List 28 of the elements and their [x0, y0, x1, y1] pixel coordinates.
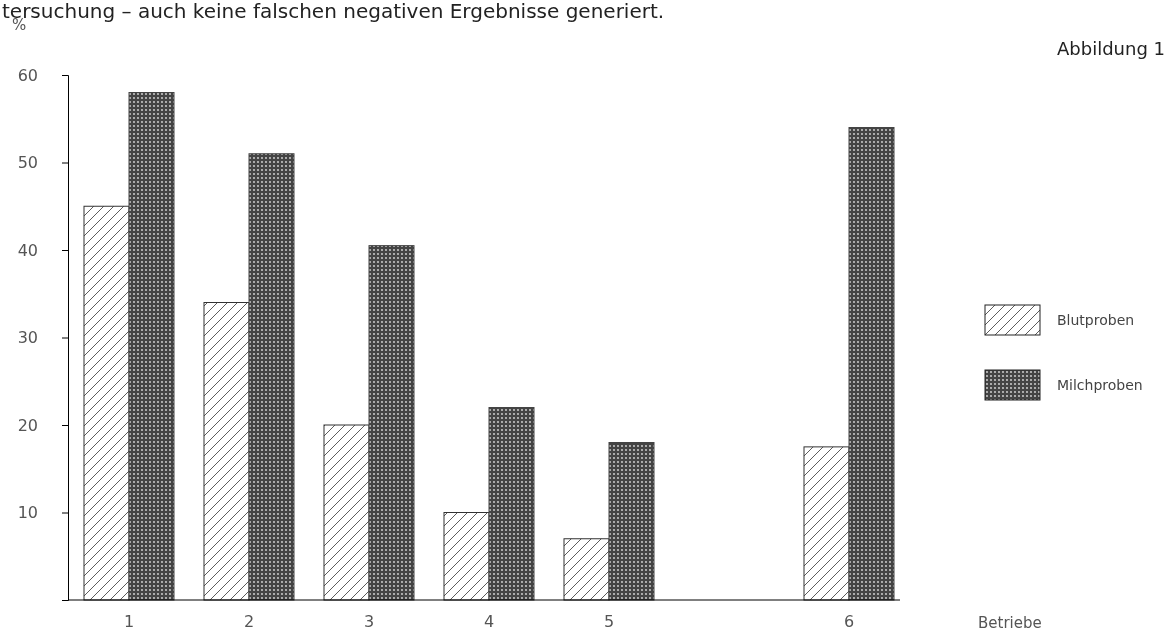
y-tick-label: 40 — [17, 240, 38, 260]
text: Abbildung 1 — [1056, 38, 1165, 59]
x-tick-label: 6 — [843, 612, 855, 632]
bar — [323, 424, 370, 601]
bar — [803, 446, 850, 601]
bar — [128, 92, 175, 601]
y-tick-label: 60 — [17, 65, 38, 85]
x-tick-label: 4 — [483, 612, 495, 632]
bar — [608, 442, 655, 601]
x-tick-label: 1 — [123, 612, 135, 632]
bar — [563, 538, 610, 601]
bar — [368, 245, 415, 601]
y-tick-label: 50 — [17, 153, 38, 173]
y-tick-label: 10 — [17, 503, 38, 523]
y-tick-label: 20 — [17, 415, 38, 435]
legend-label: Milchproben — [1057, 377, 1143, 393]
bar — [488, 407, 535, 601]
bar — [203, 302, 250, 601]
bar — [443, 512, 490, 601]
x-tick-label: 5 — [603, 612, 615, 632]
y-tick-label: 30 — [17, 328, 38, 348]
bar — [248, 153, 295, 601]
bar — [848, 127, 895, 601]
legend-label: Blutproben — [1057, 312, 1135, 328]
text: Betriebe — [978, 614, 1042, 632]
x-tick-label: 2 — [243, 612, 255, 632]
bar — [83, 205, 130, 601]
x-tick-label: 3 — [363, 612, 375, 632]
